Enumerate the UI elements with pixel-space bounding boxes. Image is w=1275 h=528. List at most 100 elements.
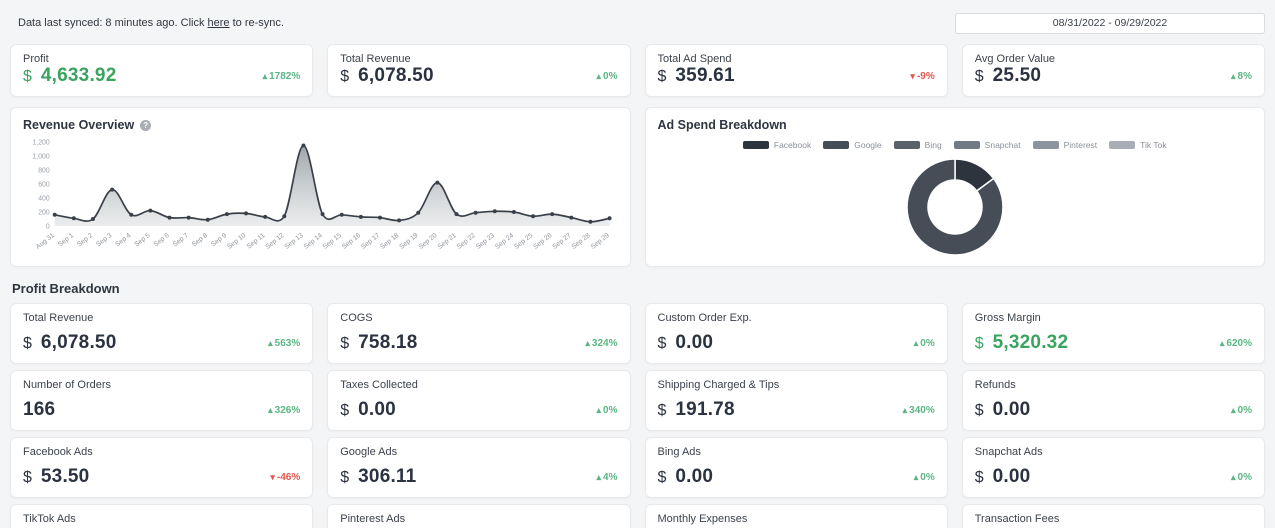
kpi-value-row: $5,320.32 ▴ 620%	[975, 332, 1252, 354]
legend-swatch-icon	[893, 141, 920, 149]
data-point-marker[interactable]	[607, 216, 612, 221]
data-point-marker[interactable]	[492, 209, 497, 214]
data-point-marker[interactable]	[358, 214, 363, 219]
change-percent: 620%	[1226, 337, 1252, 349]
legend-item-pinterest[interactable]: Pinterest	[1032, 140, 1098, 150]
data-point-marker[interactable]	[569, 215, 574, 220]
legend-item-google[interactable]: Google	[823, 140, 882, 150]
kpi-value-wrap: 166	[23, 399, 55, 421]
data-point-marker[interactable]	[52, 212, 57, 217]
data-point-marker[interactable]	[71, 216, 76, 221]
data-point-marker[interactable]	[129, 212, 134, 217]
data-point-marker[interactable]	[148, 208, 153, 213]
kpi-label: Shipping Charged & Tips	[657, 379, 780, 391]
x-tick-label: Aug 31	[35, 232, 56, 251]
kpi-value-row: $0.00 ▴ 0%	[658, 332, 935, 354]
summary-cards-row: Profit $4,633.92 ▴ 1782% Total Revenue $6,078…	[10, 44, 1265, 97]
kpi-card: Custom Order Exp. $0.00 ▴ 0%	[644, 303, 948, 364]
kpi-value: 306.11	[358, 466, 417, 487]
help-icon[interactable]: ?	[140, 119, 152, 131]
legend-item-tik-tok[interactable]: Tik Tok	[1109, 140, 1167, 150]
data-point-marker[interactable]	[110, 187, 115, 192]
arrow-up-icon: ▴	[1231, 70, 1236, 81]
change-indicator: ▴ 0%	[914, 472, 935, 483]
kpi-value-wrap: $53.50	[23, 466, 89, 488]
data-point-marker[interactable]	[90, 217, 95, 221]
data-point-marker[interactable]	[416, 210, 421, 215]
legend-swatch-icon	[1032, 141, 1059, 149]
kpi-value: 25.50	[992, 65, 1042, 86]
data-point-marker[interactable]	[186, 215, 191, 220]
legend-item-facebook[interactable]: Facebook	[742, 140, 811, 150]
kpi-label: Refunds	[974, 379, 1016, 391]
data-point-marker[interactable]	[320, 212, 325, 217]
x-tick-label: Sep 25	[513, 232, 534, 251]
change-percent: 0%	[603, 70, 618, 82]
change-indicator: ▾ -9%	[910, 71, 934, 82]
data-point-marker[interactable]	[301, 143, 306, 148]
data-point-marker[interactable]	[531, 214, 536, 219]
y-tick-label: 200	[38, 209, 50, 216]
arrow-up-icon: ▴	[596, 404, 602, 415]
data-point-marker[interactable]	[167, 215, 172, 220]
legend-item-snapchat[interactable]: Snapchat	[953, 140, 1021, 150]
kpi-card: Pinterest Ads	[327, 504, 631, 528]
kpi-value-wrap: $359.61	[658, 65, 735, 87]
arrow-up-icon: ▴	[913, 337, 919, 348]
resync-link[interactable]: here	[207, 17, 230, 29]
change-percent: -46%	[276, 471, 301, 483]
sync-status: Data last synced: 8 minutes ago. Click h…	[10, 17, 284, 29]
currency-symbol: $	[974, 469, 984, 486]
ad-spend-donut-chart	[906, 158, 1004, 256]
legend-label: Tik Tok	[1140, 140, 1167, 150]
kpi-value-row: $0.00 ▴ 0%	[975, 466, 1252, 488]
legend-item-bing[interactable]: Bing	[893, 140, 942, 150]
legend-swatch-icon	[1109, 141, 1136, 149]
x-tick-label: Sep 3	[95, 232, 113, 249]
arrow-up-icon: ▴	[913, 471, 919, 482]
sync-text-prefix: Data last synced: 8 minutes ago. Click	[18, 17, 208, 29]
change-percent: 0%	[1237, 471, 1252, 483]
data-point-marker[interactable]	[588, 219, 593, 224]
date-range-input[interactable]: 08/31/2022 - 09/29/2022	[955, 12, 1265, 34]
ad-spend-header: Ad Spend Breakdown	[658, 118, 1253, 132]
x-tick-label: Sep 28	[571, 232, 592, 251]
data-point-marker[interactable]	[339, 212, 344, 217]
kpi-value-wrap: $0.00	[975, 466, 1031, 488]
data-point-marker[interactable]	[435, 180, 440, 185]
x-tick-label: Sep 2	[76, 232, 94, 249]
data-point-marker[interactable]	[244, 211, 249, 216]
data-point-marker[interactable]	[397, 218, 402, 223]
data-point-marker[interactable]	[454, 212, 459, 217]
currency-symbol: $	[657, 469, 667, 486]
data-point-marker[interactable]	[550, 212, 555, 217]
data-point-marker[interactable]	[224, 212, 229, 217]
kpi-value-row: $25.50 ▴ 8%	[975, 65, 1252, 87]
data-point-marker[interactable]	[282, 214, 287, 219]
legend-label: Pinterest	[1063, 140, 1098, 150]
legend-label: Bing	[924, 140, 942, 150]
change-percent: 563%	[274, 337, 301, 349]
change-indicator: ▴ 620%	[1220, 338, 1252, 349]
data-point-marker[interactable]	[263, 214, 268, 219]
kpi-card: Taxes Collected $0.00 ▴ 0%	[327, 370, 631, 431]
arrow-up-icon: ▴	[1231, 404, 1236, 415]
data-point-marker[interactable]	[377, 215, 382, 220]
currency-symbol: $	[974, 68, 984, 85]
data-point-marker[interactable]	[205, 217, 210, 222]
kpi-label: Bing Ads	[657, 446, 701, 458]
kpi-value-wrap: $0.00	[658, 466, 714, 488]
donut-slice-google[interactable]	[906, 158, 1004, 256]
kpi-value-wrap: $5,320.32	[975, 332, 1068, 354]
kpi-value: 53.50	[40, 466, 90, 487]
currency-symbol: $	[340, 402, 350, 419]
data-point-marker[interactable]	[473, 210, 478, 215]
data-point-marker[interactable]	[511, 210, 516, 214]
y-tick-label: 600	[38, 181, 50, 188]
x-tick-label: Sep 21	[437, 232, 458, 251]
revenue-overview-header: Revenue Overview ?	[23, 118, 618, 132]
legend-label: Snapchat	[984, 140, 1021, 150]
kpi-label: Profit	[23, 53, 49, 65]
currency-symbol: $	[340, 469, 350, 486]
y-tick-label: 0	[46, 223, 50, 230]
